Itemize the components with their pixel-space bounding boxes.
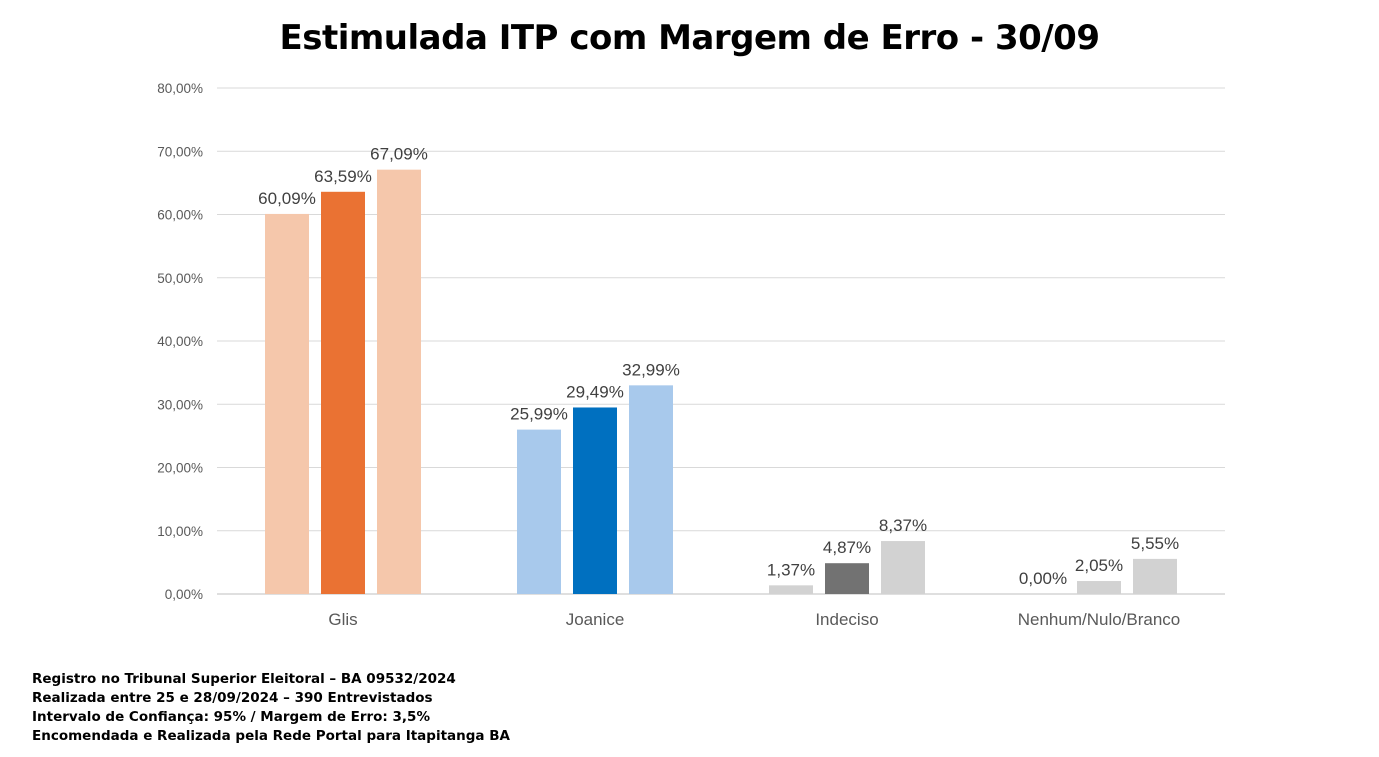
data-label: 2,05%	[1075, 556, 1123, 575]
y-tick-label: 10,00%	[157, 524, 203, 539]
bar	[825, 563, 869, 594]
bar	[1133, 558, 1177, 594]
chart-title: Estimulada ITP com Margem de Erro - 30/0…	[279, 18, 1101, 58]
bar	[881, 541, 925, 594]
data-label: 4,87%	[823, 538, 871, 557]
bar	[265, 213, 309, 594]
footer-line-registro: Registro no Tribunal Superior Eleitoral …	[32, 671, 456, 687]
bar	[321, 191, 365, 594]
footer-line-confianca: Intervalo de Confiança: 95% / Margem de …	[32, 709, 430, 725]
y-tick-label: 0,00%	[165, 587, 203, 602]
data-label: 0,00%	[1019, 569, 1067, 588]
data-label: 67,09%	[370, 145, 428, 164]
x-tick-label: Glis	[328, 610, 357, 629]
y-tick-label: 80,00%	[157, 81, 203, 96]
data-label: 25,99%	[510, 405, 568, 424]
bar	[1077, 581, 1121, 594]
data-label: 63,59%	[314, 167, 372, 186]
data-label: 8,37%	[879, 516, 927, 535]
y-axis-ticks: 0,00% 10,00% 20,00% 30,00% 40,00% 50,00% 60,00…	[157, 81, 203, 602]
bar	[573, 407, 617, 594]
x-axis-ticks: Glis Joanice Indeciso Nenhum/Nulo/Branco	[328, 610, 1180, 629]
y-tick-label: 60,00%	[157, 208, 203, 223]
bar	[769, 585, 813, 594]
y-tick-label: 50,00%	[157, 271, 203, 286]
data-label: 29,49%	[566, 382, 624, 401]
bar	[517, 429, 561, 594]
data-labels: 60,09% 63,59% 67,09% 25,99% 29,49% 32,99% 1,37…	[258, 145, 1179, 588]
bar	[629, 385, 673, 594]
bar	[377, 169, 421, 594]
y-tick-label: 20,00%	[157, 461, 203, 476]
data-label: 5,55%	[1131, 534, 1179, 553]
x-tick-label: Nenhum/Nulo/Branco	[1018, 610, 1181, 629]
y-tick-label: 70,00%	[157, 144, 203, 159]
data-label: 32,99%	[622, 360, 680, 379]
footer-line-periodo: Realizada entre 25 e 28/09/2024 – 390 En…	[32, 690, 433, 706]
y-tick-label: 30,00%	[157, 397, 203, 412]
bars	[265, 169, 1177, 594]
data-label: 1,37%	[767, 560, 815, 579]
footer-line-encomenda: Encomendada e Realizada pela Rede Portal…	[32, 728, 510, 744]
data-label: 60,09%	[258, 189, 316, 208]
footer-notes: Registro no Tribunal Superior Eleitoral …	[32, 670, 510, 746]
y-tick-label: 40,00%	[157, 334, 203, 349]
x-tick-label: Indeciso	[815, 610, 878, 629]
x-tick-label: Joanice	[566, 610, 625, 629]
